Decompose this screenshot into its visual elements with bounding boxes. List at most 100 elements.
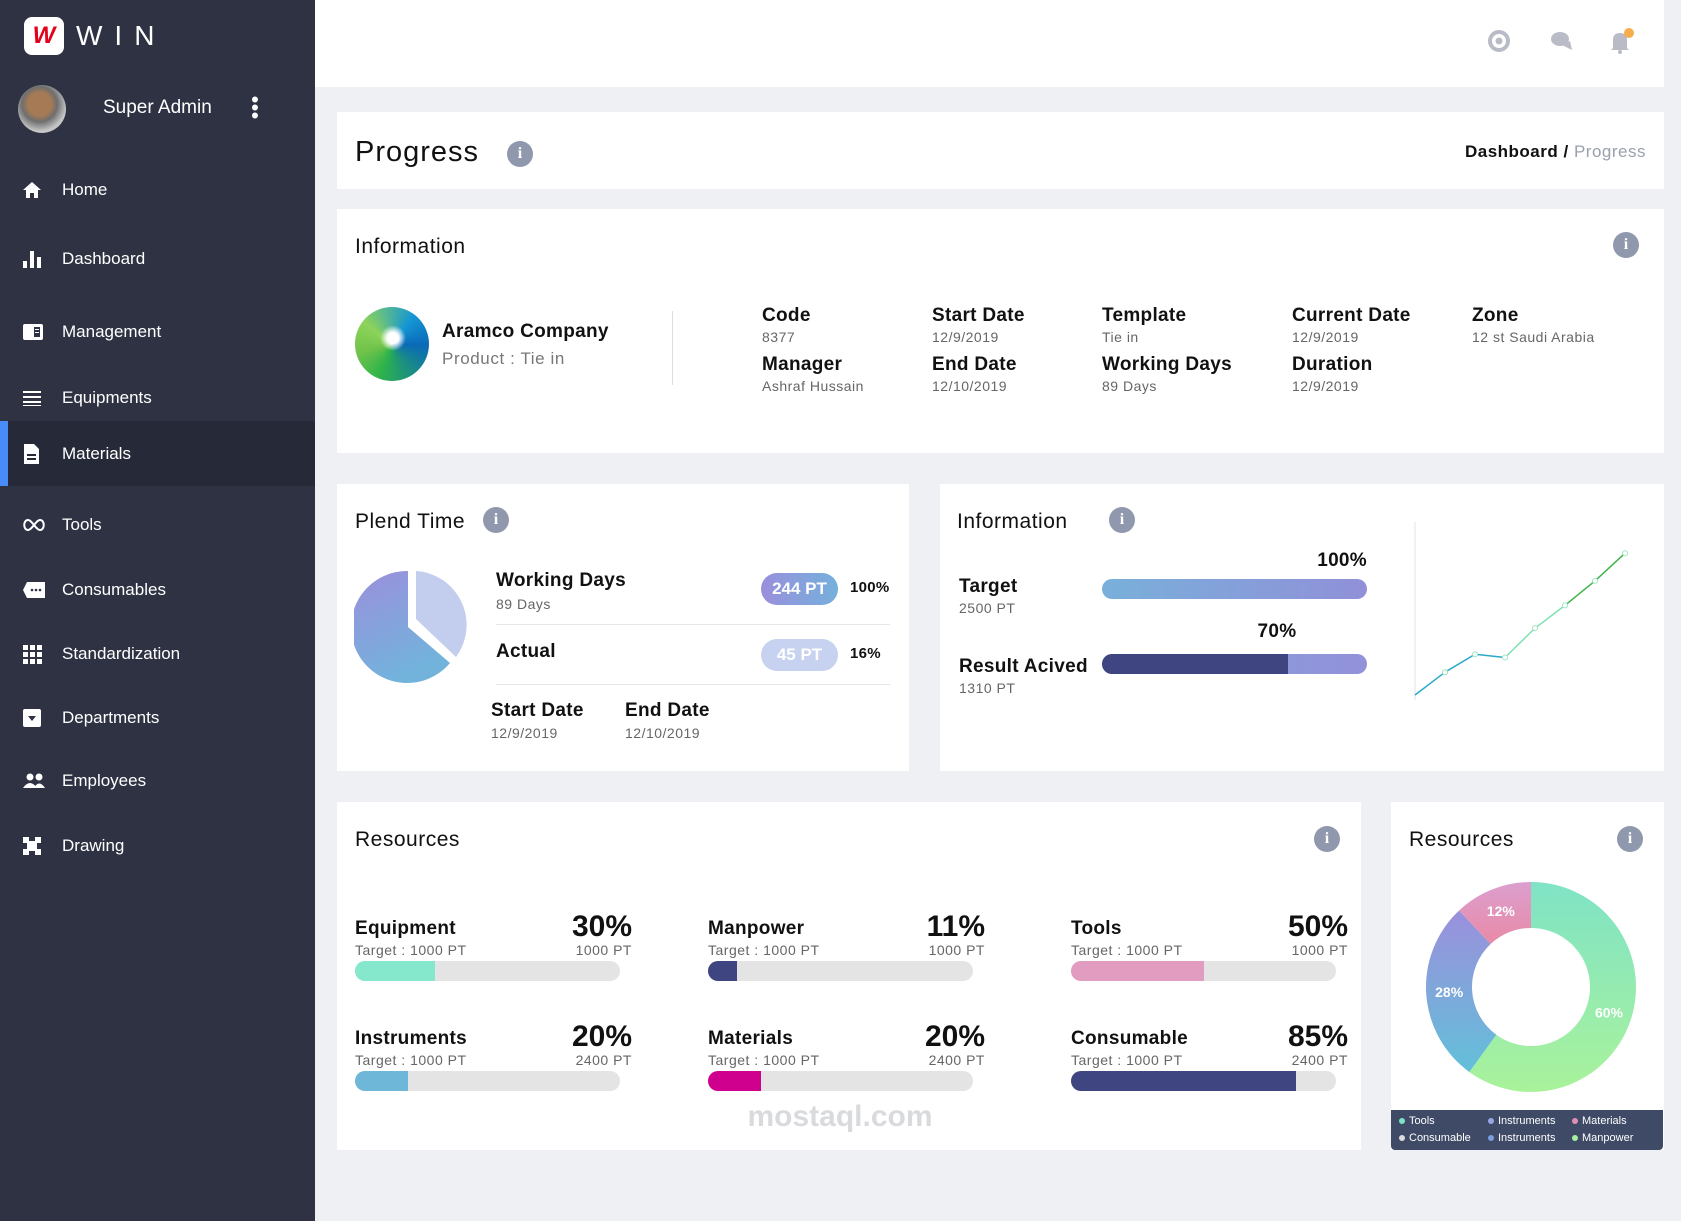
data-point bbox=[1622, 550, 1628, 557]
sidebar-item-label: Employees bbox=[62, 771, 147, 790]
result-progress-bar bbox=[1102, 654, 1367, 674]
breadcrumb-dashboard[interactable]: Dashboard bbox=[1464, 142, 1559, 161]
result-percent: 70% bbox=[1257, 621, 1297, 642]
sidebar-item-departments[interactable]: Departments bbox=[0, 698, 315, 738]
legend-item: Materials bbox=[1572, 1115, 1627, 1127]
data-point bbox=[1442, 669, 1448, 676]
info-icon[interactable]: i bbox=[483, 507, 509, 533]
sidebar-item-standardization[interactable]: Standardization bbox=[0, 634, 315, 674]
donut-slice bbox=[1459, 882, 1531, 944]
line-segment bbox=[1444, 653, 1476, 673]
sidebar-item-label: Materials bbox=[62, 443, 131, 463]
resource-target: Target : 1000 PT bbox=[708, 942, 820, 958]
data-point bbox=[1472, 651, 1478, 658]
app-logo[interactable]: W bbox=[24, 17, 64, 55]
book-icon bbox=[22, 323, 58, 341]
resource-sub: 2400 PT bbox=[1291, 1052, 1348, 1068]
sidebar-item-equipments[interactable]: Equipments bbox=[0, 378, 315, 418]
line-segment bbox=[1534, 604, 1566, 629]
line-segment bbox=[1594, 552, 1626, 582]
company-name: Aramco Company bbox=[442, 321, 609, 342]
legend-dot-icon bbox=[1572, 1118, 1578, 1125]
legend-label: Materials bbox=[1582, 1115, 1627, 1127]
field-value: 12/9/2019 bbox=[1292, 329, 1359, 345]
plend-pie-chart bbox=[354, 570, 467, 683]
avatar[interactable] bbox=[18, 85, 66, 133]
resource-target: Target : 1000 PT bbox=[1071, 942, 1183, 958]
field-label: Template bbox=[1102, 305, 1187, 326]
trend-line-chart bbox=[1414, 522, 1628, 700]
target-information-card: Information i 100% Target 2500 PT 70% Re… bbox=[940, 484, 1664, 771]
donut-slice-label: 60% bbox=[1595, 1004, 1624, 1020]
resource-name: Instruments bbox=[355, 1028, 468, 1049]
information-card: Information i Aramco Company Product : T… bbox=[337, 209, 1664, 453]
support-icon[interactable] bbox=[1486, 30, 1512, 56]
end-date-value: 12/10/2019 bbox=[625, 725, 701, 741]
resource-percent: 11% bbox=[926, 910, 985, 943]
info-icon[interactable]: i bbox=[1314, 826, 1340, 852]
legend-label: Instruments bbox=[1498, 1115, 1556, 1127]
field-value: 12/10/2019 bbox=[932, 378, 1008, 394]
resource-name: Manpower bbox=[708, 918, 805, 939]
sidebar-item-materials[interactable]: Materials bbox=[0, 421, 315, 486]
sidebar-item-label: Home bbox=[62, 180, 108, 199]
sidebar-item-label: Tools bbox=[62, 515, 102, 534]
drawing-icon bbox=[22, 836, 58, 856]
resource-sub: 2400 PT bbox=[575, 1052, 632, 1068]
resource-sub: 1000 PT bbox=[575, 942, 632, 958]
resource-progress-bar bbox=[1071, 961, 1336, 981]
logo-letter: W bbox=[32, 22, 56, 49]
sidebar-item-home[interactable]: Home bbox=[0, 170, 315, 210]
sidebar-item-label: Equipments bbox=[62, 388, 152, 407]
info-icon[interactable]: i bbox=[1613, 232, 1639, 258]
pie-slice-working bbox=[354, 570, 450, 683]
document-icon bbox=[22, 443, 58, 465]
resource-progress-bar bbox=[1071, 1071, 1336, 1091]
card-title: Resources bbox=[355, 828, 460, 851]
info-icon[interactable]: i bbox=[507, 141, 533, 167]
page-title: Progress bbox=[355, 136, 480, 168]
card-title: Resources bbox=[1409, 828, 1514, 851]
field-label: Duration bbox=[1292, 354, 1373, 375]
info-icon[interactable]: i bbox=[1617, 826, 1643, 852]
field-value: 12/9/2019 bbox=[932, 329, 999, 345]
start-date-label: Start Date bbox=[491, 700, 584, 721]
field-label: Manager bbox=[762, 354, 843, 375]
sidebar-item-management[interactable]: Management bbox=[0, 312, 315, 352]
donut-slice-label: 12% bbox=[1487, 903, 1516, 919]
field-label: Start Date bbox=[932, 305, 1025, 326]
card-title: Information bbox=[355, 235, 466, 258]
sidebar-item-tools[interactable]: Tools bbox=[0, 505, 315, 545]
legend-dot-icon bbox=[1399, 1118, 1405, 1125]
bell-icon[interactable] bbox=[1607, 30, 1633, 56]
resource-sub: 1000 PT bbox=[1291, 942, 1348, 958]
field-value: 89 Days bbox=[1102, 378, 1157, 394]
working-days-pill: 244 PT bbox=[761, 573, 838, 605]
plend-time-card: Plend Time i Working Days 89 Days 244 PT… bbox=[337, 484, 909, 771]
sidebar-item-consumables[interactable]: Consumables bbox=[0, 570, 315, 610]
more-options-icon[interactable]: • • • bbox=[251, 87, 259, 128]
working-days-value: 89 Days bbox=[496, 596, 551, 612]
resource-sub: 1000 PT bbox=[928, 942, 985, 958]
tag-icon bbox=[22, 581, 58, 599]
field-label: Current Date bbox=[1292, 305, 1411, 326]
legend-item: Tools bbox=[1399, 1115, 1435, 1127]
sidebar-item-drawing[interactable]: Drawing bbox=[0, 826, 315, 866]
breadcrumb-current: Progress bbox=[1573, 142, 1646, 161]
chat-icon[interactable] bbox=[1549, 30, 1575, 56]
sidebar-item-employees[interactable]: Employees bbox=[0, 761, 315, 801]
infinity-icon bbox=[22, 518, 58, 532]
target-value: 2500 PT bbox=[959, 600, 1016, 616]
sidebar-item-dashboard[interactable]: Dashboard bbox=[0, 239, 315, 279]
result-label: Result Acived bbox=[959, 656, 1088, 677]
card-title: Information bbox=[957, 510, 1068, 533]
grid-icon bbox=[22, 644, 58, 664]
resource-target: Target : 1000 PT bbox=[355, 1052, 467, 1068]
pie-slice-actual bbox=[416, 571, 467, 657]
info-icon[interactable]: i bbox=[1109, 507, 1135, 533]
target-label: Target bbox=[959, 576, 1018, 597]
working-days-percent: 100% bbox=[850, 579, 890, 596]
topbar bbox=[315, 0, 1664, 87]
page-header: Progress i Dashboard / Progress bbox=[337, 112, 1664, 189]
resource-percent: 85% bbox=[1287, 1020, 1348, 1053]
